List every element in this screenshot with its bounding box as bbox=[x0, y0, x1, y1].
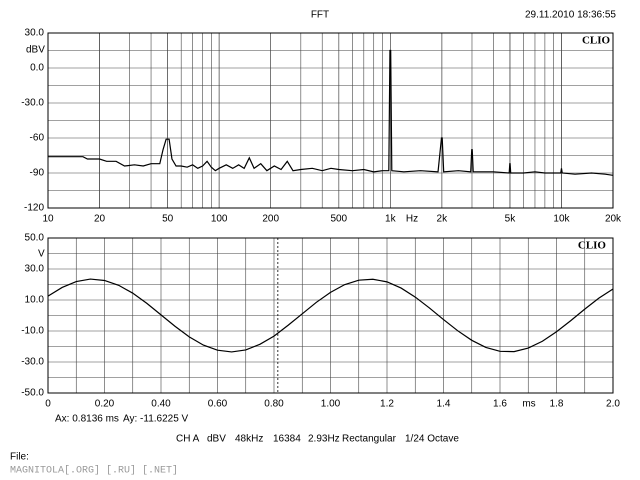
x-tick-label: 1.2 bbox=[380, 399, 394, 410]
y-tick-label: -60 bbox=[30, 133, 45, 144]
status-item: dBV bbox=[207, 434, 226, 445]
y-tick-label: -30.0 bbox=[21, 98, 44, 109]
y-tick-label: -10.0 bbox=[21, 326, 44, 337]
x-tick-label: 0.40 bbox=[151, 399, 171, 410]
x-tick-label: 0.60 bbox=[208, 399, 228, 410]
x-tick-label: 50 bbox=[162, 214, 174, 225]
plot-frame bbox=[47, 237, 614, 394]
x-tick-label: 20 bbox=[94, 214, 106, 225]
status-item: CH A bbox=[176, 434, 200, 445]
y-tick-label: -50.0 bbox=[21, 388, 44, 399]
x-tick-label: 500 bbox=[330, 214, 347, 225]
logo: CLIO bbox=[578, 240, 607, 252]
data-line bbox=[47, 278, 614, 353]
x-tick-label: 20k bbox=[605, 214, 622, 225]
y-tick-label: -120 bbox=[24, 203, 44, 214]
file-label: File: bbox=[10, 452, 29, 463]
cursor-x-readout: Ax: 0.8136 ms bbox=[55, 414, 119, 425]
chart-title: FFT bbox=[311, 10, 329, 21]
y-axis-label: dBV bbox=[26, 45, 45, 56]
status-item: 48kHz bbox=[235, 434, 263, 445]
x-tick-label: 10 bbox=[42, 214, 54, 225]
logo: CLIO bbox=[582, 35, 611, 47]
x-axis-label: Hz bbox=[406, 214, 418, 225]
watermark: MAGNITOLA[.ORG] [.RU] [.NET] bbox=[10, 465, 178, 477]
x-tick-label: 2.0 bbox=[606, 399, 620, 410]
x-tick-label: 1.4 bbox=[437, 399, 451, 410]
status-item: 2.93Hz bbox=[308, 434, 340, 445]
y-tick-label: 30.0 bbox=[25, 28, 45, 39]
y-tick-label: 30.0 bbox=[25, 264, 45, 275]
y-tick-label: -90 bbox=[30, 168, 45, 179]
status-item: 1/24 Octave bbox=[405, 434, 459, 445]
x-tick-label: 0 bbox=[45, 399, 51, 410]
x-tick-label: 1.6 bbox=[493, 399, 507, 410]
timestamp: 29.11.2010 18:36:55 bbox=[525, 10, 616, 21]
x-tick-label: 1.00 bbox=[321, 399, 341, 410]
y-tick-label: -30.0 bbox=[21, 357, 44, 368]
status-item: Rectangular bbox=[342, 434, 397, 445]
status-item: 16384 bbox=[273, 434, 301, 445]
x-tick-label: 10k bbox=[553, 214, 570, 225]
cursor-y-readout: Ay: -11.6225 V bbox=[123, 414, 189, 425]
x-tick-label: 5k bbox=[505, 214, 517, 225]
y-axis-label: V bbox=[38, 249, 45, 260]
y-tick-label: 0.0 bbox=[30, 63, 44, 74]
y-tick-label: 10.0 bbox=[25, 295, 45, 306]
x-tick-label: 100 bbox=[211, 214, 228, 225]
y-tick-label: 50.0 bbox=[25, 233, 45, 244]
data-line bbox=[48, 49, 614, 176]
x-tick-label: 200 bbox=[262, 214, 279, 225]
x-tick-label: 2k bbox=[437, 214, 449, 225]
x-tick-label: 1.8 bbox=[550, 399, 564, 410]
plot-frame bbox=[47, 32, 614, 209]
x-axis-label: ms bbox=[522, 399, 535, 410]
x-tick-label: 0.80 bbox=[264, 399, 284, 410]
x-tick-label: 0.20 bbox=[95, 399, 115, 410]
x-tick-label: 1k bbox=[385, 214, 397, 225]
